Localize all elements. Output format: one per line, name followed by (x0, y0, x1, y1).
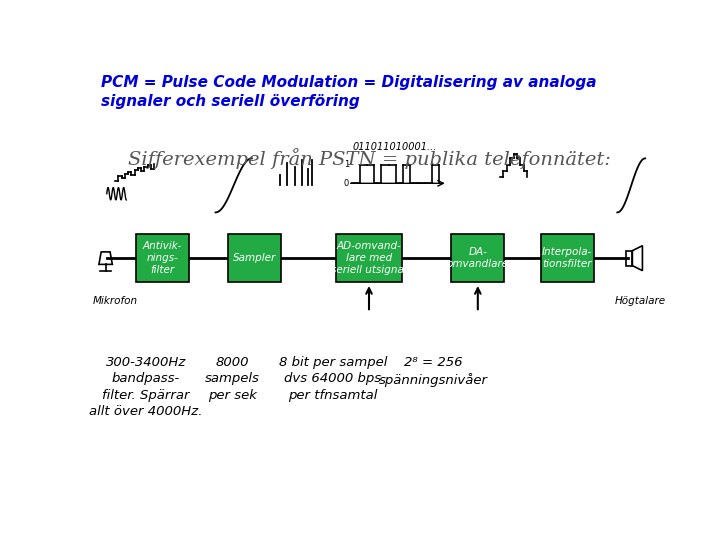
Text: 2⁸ = 256
spänningsnivåer: 2⁸ = 256 spänningsnivåer (379, 356, 487, 387)
Text: Sampler: Sampler (233, 253, 276, 263)
Text: 011011010001...: 011011010001... (352, 142, 436, 152)
Text: AD-omvand-
lare med
seriell utsignal: AD-omvand- lare med seriell utsignal (331, 241, 407, 275)
Text: 8 bit per sampel
dvs 64000 bps
per tfnsamtal: 8 bit per sampel dvs 64000 bps per tfnsa… (279, 356, 387, 402)
FancyBboxPatch shape (228, 234, 281, 282)
Text: Antivik-
nings-
filter: Antivik- nings- filter (143, 241, 182, 275)
FancyBboxPatch shape (541, 234, 593, 282)
Text: PCM = Pulse Code Modulation = Digitalisering av analoga
signaler och seriell öve: PCM = Pulse Code Modulation = Digitalise… (101, 75, 597, 110)
FancyBboxPatch shape (451, 234, 504, 282)
Text: 8000
sampels
per sek: 8000 sampels per sek (205, 356, 260, 402)
Text: Högtalare: Högtalare (615, 295, 666, 306)
Text: Sifferexempel från PSTN = publika telefonnätet:: Sifferexempel från PSTN = publika telefo… (127, 148, 611, 169)
Text: DA-
omvandlare: DA- omvandlare (446, 247, 509, 269)
FancyBboxPatch shape (336, 234, 402, 282)
Text: 300-3400Hz
bandpass-
filter. Spärrar
allt över 4000Hz.: 300-3400Hz bandpass- filter. Spärrar all… (89, 356, 202, 418)
Text: 1: 1 (344, 160, 349, 169)
Text: Mikrofon: Mikrofon (93, 295, 138, 306)
FancyBboxPatch shape (136, 234, 189, 282)
Text: Interpola-
tionsfilter: Interpola- tionsfilter (542, 247, 593, 269)
Text: 0: 0 (344, 179, 349, 188)
